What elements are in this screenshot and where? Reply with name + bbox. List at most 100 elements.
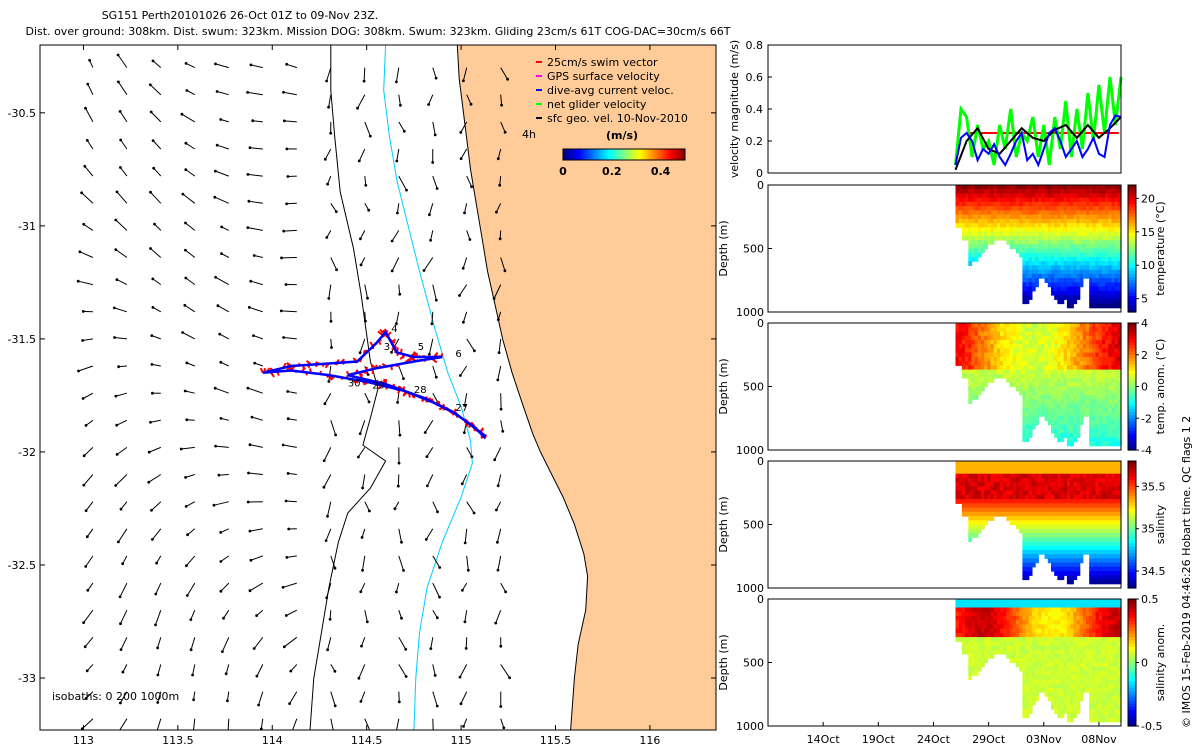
geo-velocity-arrow	[283, 91, 297, 96]
geo-velocity-arrow	[363, 67, 366, 82]
section-cell	[984, 193, 988, 199]
colorbar-cell	[604, 149, 606, 160]
section-cell	[965, 645, 969, 651]
geo-velocity-arrow-head	[224, 672, 228, 676]
section-cell	[1035, 269, 1039, 275]
section-cell	[1101, 441, 1106, 447]
section-cell	[1022, 323, 1027, 328]
section-cell	[1101, 562, 1106, 568]
section-cell	[958, 361, 963, 366]
colorbar-cell	[600, 149, 602, 160]
geo-velocity-arrow-head	[219, 531, 223, 534]
geo-velocity-arrow-head	[150, 508, 153, 512]
section-cell	[1000, 645, 1004, 651]
section-cell	[1066, 433, 1071, 438]
section-cell	[1028, 282, 1033, 288]
section-cell	[1086, 201, 1090, 207]
section-cell	[1063, 537, 1068, 542]
section-cell	[1022, 624, 1027, 630]
section-colorbar-cell	[1128, 476, 1136, 481]
section-cell	[1031, 420, 1036, 426]
section-cell	[1070, 395, 1074, 400]
section-cell	[977, 227, 982, 233]
section-cell	[1108, 503, 1113, 509]
section-cell	[1105, 420, 1109, 426]
section-cell	[1022, 420, 1027, 426]
section-cell	[1057, 269, 1062, 275]
section-colorbar-cell	[1128, 200, 1136, 205]
section-colorbar-cell	[1128, 380, 1136, 384]
section-cell	[1092, 575, 1097, 581]
section-cell	[1019, 516, 1023, 521]
section-cell	[1016, 620, 1020, 625]
section-cell	[1082, 477, 1087, 483]
geo-velocity-arrow-head	[78, 250, 82, 254]
section-cell	[1047, 407, 1052, 413]
section-cell	[1019, 624, 1023, 630]
section-cell	[984, 189, 988, 194]
section-cell	[1063, 286, 1068, 292]
section-cell	[1076, 295, 1081, 300]
section-cell	[1022, 658, 1027, 664]
section-cell	[1108, 218, 1113, 224]
section-cell	[1012, 356, 1017, 362]
section-cell	[1012, 603, 1017, 608]
section-cell	[1006, 511, 1011, 517]
section-cell	[958, 193, 963, 199]
section-cell	[1089, 361, 1093, 366]
section-cell	[1060, 473, 1065, 479]
section-cell	[1060, 369, 1065, 375]
section-cell	[1086, 240, 1090, 245]
section-cell	[1003, 620, 1008, 625]
section-cell	[1101, 520, 1106, 526]
geo-velocity-arrow-head	[82, 483, 86, 487]
section-cell	[1035, 520, 1039, 526]
section-cell	[1086, 265, 1090, 271]
section-cell	[996, 206, 1001, 211]
section-cell	[1117, 327, 1122, 332]
section-cell	[1108, 461, 1113, 466]
section-cell	[1063, 214, 1068, 220]
section-colorbar-label: temp. anom. (°C)	[1154, 339, 1167, 435]
section-cell	[993, 494, 998, 500]
section-cell	[1009, 473, 1014, 479]
section-cell	[1063, 566, 1068, 572]
section-cell	[1051, 461, 1055, 466]
section-cell	[1016, 331, 1020, 337]
section-cell	[1003, 637, 1008, 642]
section-cell	[1108, 356, 1113, 362]
section-cell	[1025, 566, 1030, 572]
section-cell	[968, 503, 973, 509]
section-cell	[1044, 399, 1049, 404]
section-cell	[1111, 299, 1116, 305]
geo-velocity-arrow-head	[284, 614, 288, 617]
section-cell	[1066, 461, 1071, 466]
geo-velocity-arrow	[499, 230, 502, 239]
section-cell	[974, 373, 979, 379]
section-cell	[1082, 482, 1087, 487]
section-cell	[996, 348, 1001, 354]
section-cell	[1066, 189, 1071, 194]
geo-velocity-arrow	[220, 582, 230, 592]
section-cell	[1035, 524, 1039, 530]
geo-velocity-arrow-head	[360, 536, 364, 539]
section-cell	[1114, 533, 1119, 538]
section-y-tick-label: 500	[743, 381, 764, 394]
geo-velocity-arrow-head	[333, 566, 337, 570]
section-cell	[1066, 486, 1071, 492]
section-cell	[1038, 403, 1043, 409]
section-cell	[981, 201, 985, 207]
section-cell	[1038, 252, 1043, 258]
geo-velocity-arrow-head	[430, 322, 434, 326]
geo-velocity-arrow	[116, 446, 128, 455]
section-cell	[968, 516, 973, 521]
section-cell	[1098, 395, 1103, 400]
section-cell	[1092, 365, 1097, 371]
section-cell	[1028, 214, 1033, 220]
section-cell	[961, 632, 966, 638]
section-cell	[1101, 252, 1106, 258]
section-cell	[1025, 201, 1030, 207]
geo-velocity-arrow-head	[84, 106, 87, 110]
section-cell	[1089, 286, 1093, 292]
section-cell	[955, 210, 960, 216]
